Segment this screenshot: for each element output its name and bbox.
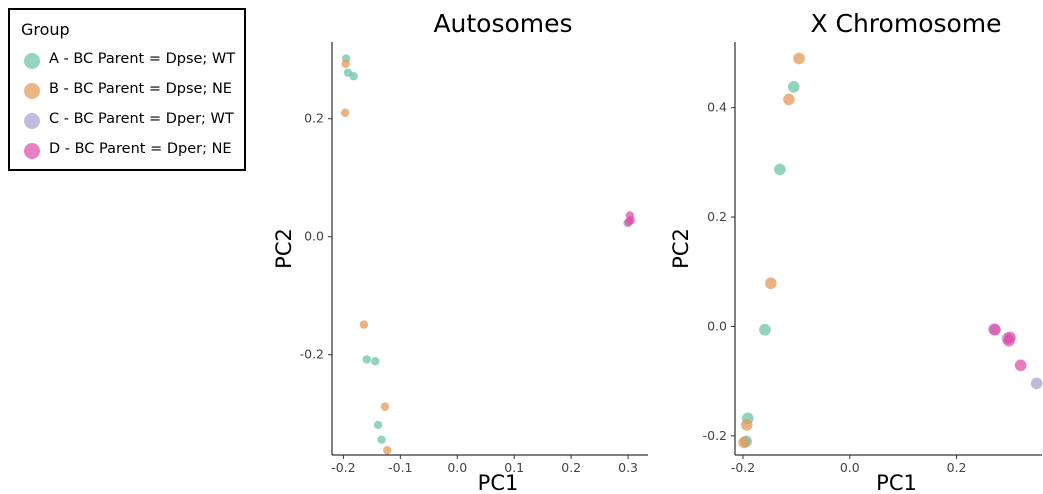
panel-1-y-label: PC2 — [272, 228, 296, 269]
panel-2-point-series-b — [783, 93, 795, 106]
panel-2-point-series-a — [759, 323, 771, 336]
panel-1-y-tick-label: 0.2 — [304, 111, 324, 126]
panel-2-x-tick-label: 0.0 — [840, 460, 860, 475]
legend-swatch-c — [24, 113, 40, 129]
legend-label-d: D - BC Parent = Dper; NE — [49, 141, 232, 157]
panel-1-y-tick-label: -0.2 — [300, 347, 324, 362]
panel-2-point-series-b — [740, 419, 753, 431]
legend-swatch-a — [24, 53, 40, 69]
panel-1-x-label: PC1 — [478, 471, 519, 494]
legend-title: Group — [21, 20, 70, 39]
panel-2-point-series-d — [1014, 359, 1027, 372]
panel-2-point-series-b — [738, 436, 750, 449]
panel-2-y-tick-label: -0.2 — [703, 428, 727, 443]
panel-1-point-series-a — [373, 420, 383, 430]
panel-2-point-series-a — [774, 163, 786, 176]
panel-1-point-series-d — [624, 217, 633, 227]
panel-1-x-tick-label: -0.2 — [331, 460, 355, 475]
panel-2-point-series-c — [1030, 377, 1043, 390]
panel-1-y-tick-label: 0.0 — [304, 229, 324, 244]
panel-2-y-tick-label: 0.0 — [707, 318, 727, 333]
panel-2-y-label: PC2 — [669, 228, 693, 269]
legend-swatch-d — [24, 143, 40, 159]
panel-1-x-tick-label: 0.2 — [561, 460, 581, 475]
panel-1-point-series-b — [380, 402, 390, 411]
panel-1-point-series-a — [362, 355, 371, 364]
panel-2-point-series-d — [1004, 331, 1016, 344]
panel-1-point-series-b — [383, 446, 392, 455]
panel-1-point-series-b — [359, 320, 369, 329]
legend: Group A - BC Parent = Dpse; WT B - BC Pa… — [8, 8, 246, 171]
legend-label-a: A - BC Parent = Dpse; WT — [49, 51, 236, 67]
panel-2-x-tick-label: 0.2 — [947, 460, 967, 475]
panel-2-title: X Chromosome — [810, 9, 1001, 38]
panel-1-point-series-b — [341, 59, 350, 69]
panel-2-point-series-d — [989, 323, 1001, 336]
panel-2-x-tick-label: -0.2 — [731, 460, 755, 475]
legend-label-b: B - BC Parent = Dpse; NE — [49, 81, 232, 97]
panel-2-y-tick-label: 0.2 — [707, 209, 727, 224]
panel-2-point-series-b — [793, 52, 805, 65]
panel-1-x-tick-label: 0.3 — [618, 460, 638, 475]
panel-1-x-tick-label: 0.1 — [504, 460, 524, 475]
panel-2-x-label: PC1 — [876, 471, 917, 494]
legend-swatch-b — [24, 83, 40, 99]
panel-2-point-series-a — [787, 81, 800, 93]
panel-1-point-series-a — [371, 356, 380, 366]
panel-1-title: Autosomes — [433, 9, 572, 38]
panel-1-x-tick-label: 0.0 — [447, 460, 467, 475]
legend-label-c: C - BC Parent = Dper; WT — [49, 111, 234, 127]
panel-2-point-series-b — [764, 277, 777, 290]
panel-1-point-series-a — [349, 72, 358, 81]
panel-1-point-series-b — [340, 108, 350, 118]
panel-1-point-series-a — [377, 435, 386, 444]
panel-1-x-tick-label: -0.1 — [388, 460, 412, 475]
panel-2-y-tick-label: 0.4 — [707, 100, 727, 115]
